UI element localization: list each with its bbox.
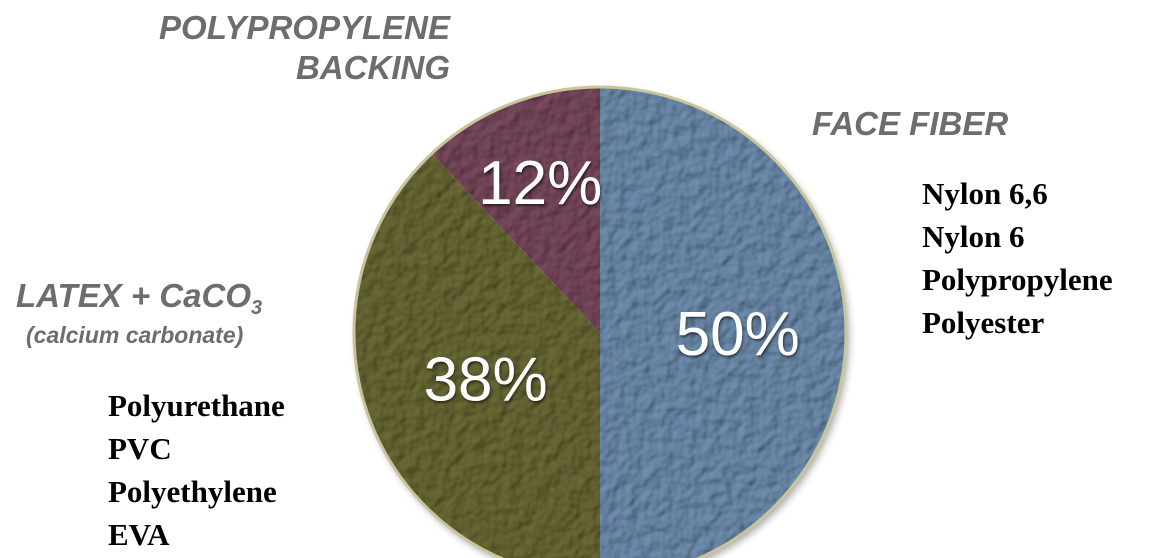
pie-slice-face xyxy=(600,87,846,558)
pie-rim xyxy=(352,85,848,558)
material-item: Nylon 6 xyxy=(922,219,1025,254)
face-fiber-category-title: FACE FIBER xyxy=(812,105,1009,142)
material-item: PVC xyxy=(108,431,172,466)
slice-percent-label-latex: 38% xyxy=(424,345,548,414)
material-item: Polyethylene xyxy=(108,474,277,509)
face-fiber-materials-list: Nylon 6,6 Nylon 6 Polypropylene Polyeste… xyxy=(922,172,1113,344)
slice-percent-label-backing: 12% xyxy=(478,149,602,218)
material-item: Polyester xyxy=(922,305,1045,340)
material-item: EVA xyxy=(108,517,170,552)
latex-category-subtitle: (calcium carbonate) xyxy=(26,322,244,348)
pie-slice-latex xyxy=(354,153,600,558)
backing-category-title: POLYPROPYLENE BACKING xyxy=(159,9,450,86)
material-item: Polyurethane xyxy=(108,388,285,423)
slice-percent-label-face: 50% xyxy=(676,300,800,369)
material-item: Nylon 6,6 xyxy=(922,176,1048,211)
pie-slice-backing xyxy=(431,87,600,333)
latex-category-title: LATEX + CaCO3 xyxy=(16,277,263,319)
latex-materials-list: Polyurethane PVC Polyethylene EVA xyxy=(108,384,285,556)
material-item: Polypropylene xyxy=(922,262,1113,297)
